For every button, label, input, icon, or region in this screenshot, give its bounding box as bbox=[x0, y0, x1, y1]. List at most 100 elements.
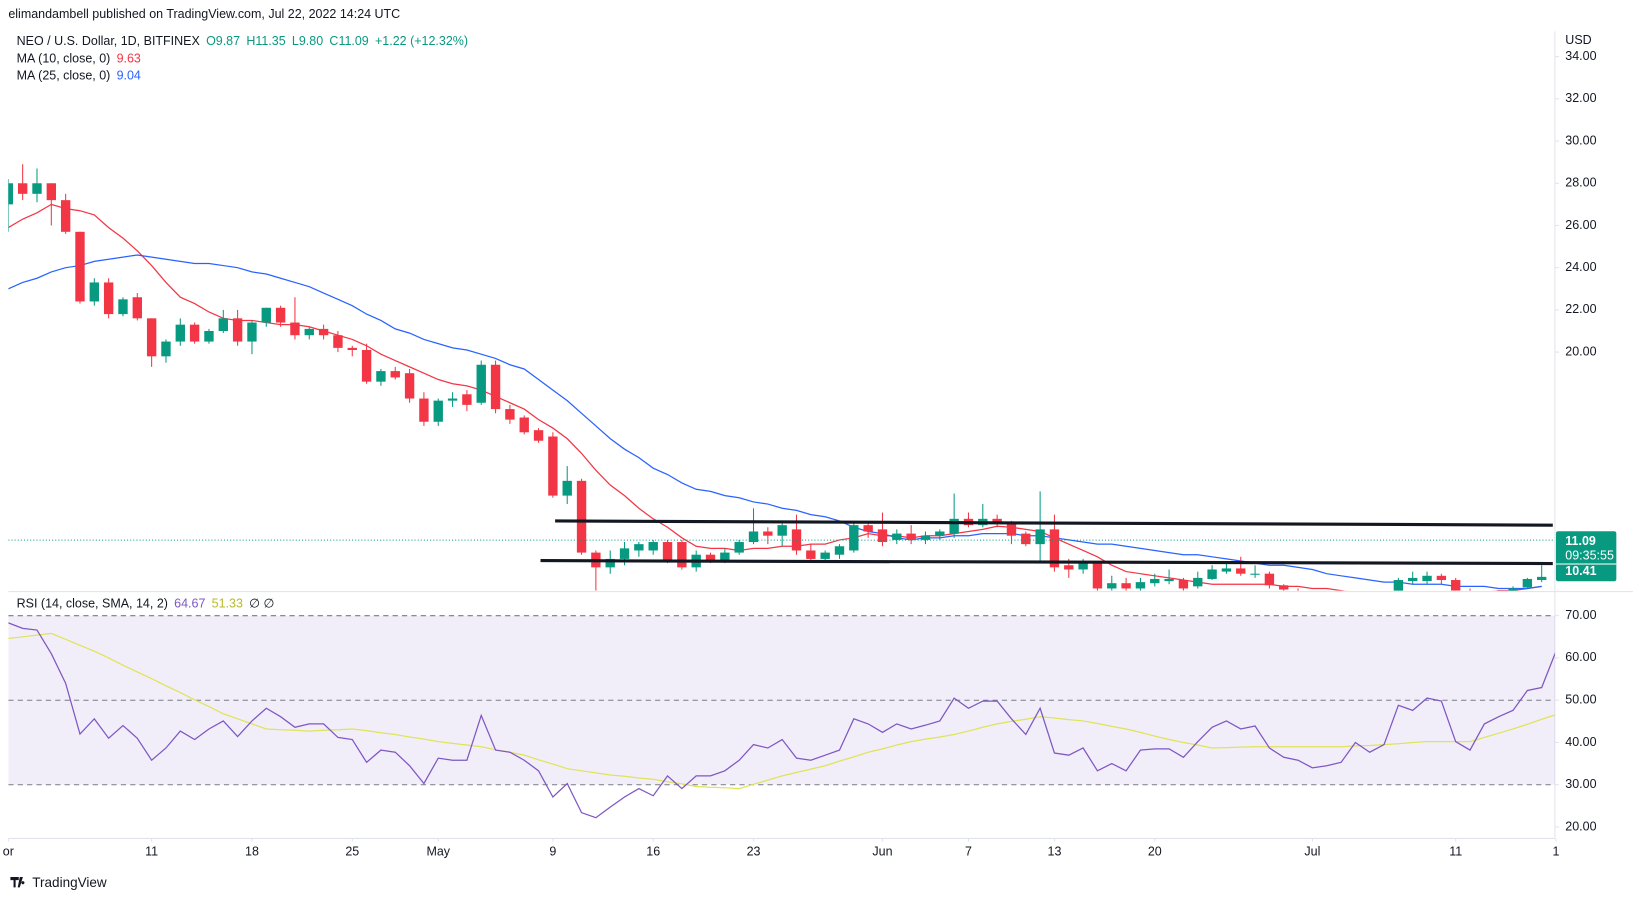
candle-body bbox=[1522, 578, 1533, 588]
candle-body bbox=[519, 417, 529, 433]
rsi-tick-label: 60.00 bbox=[1565, 650, 1596, 664]
candle-body bbox=[89, 282, 100, 302]
rsi-pane bbox=[8, 615, 1555, 819]
candle-body bbox=[576, 480, 587, 553]
candle-body bbox=[32, 183, 42, 194]
candle-body bbox=[935, 531, 945, 536]
second-price-label: 10.41 bbox=[1565, 564, 1596, 578]
rsi-tick-label: 30.00 bbox=[1565, 777, 1596, 791]
candle-body bbox=[1264, 573, 1275, 586]
candle-body bbox=[161, 341, 171, 357]
candle-body bbox=[290, 322, 300, 336]
candle-body bbox=[820, 552, 830, 559]
currency-label: USD bbox=[1565, 33, 1591, 47]
x-tick-label: Jun bbox=[872, 844, 892, 858]
candle-body bbox=[247, 322, 257, 342]
candle-body bbox=[46, 183, 57, 201]
x-tick-label: 1 bbox=[1553, 844, 1560, 858]
candle-body bbox=[1236, 568, 1246, 574]
y-tick-label: 22.00 bbox=[1565, 302, 1596, 316]
candle-body bbox=[1035, 529, 1045, 545]
candle-body bbox=[834, 546, 845, 555]
candle-body bbox=[8, 183, 14, 205]
candle-body bbox=[17, 183, 28, 194]
x-tick-label: 18 bbox=[245, 844, 259, 858]
rsi-line bbox=[8, 622, 1555, 819]
candle-body bbox=[906, 533, 916, 540]
candle-body bbox=[920, 535, 931, 540]
candle-body bbox=[390, 371, 400, 378]
ma-legend-name: MA (25, close, 0) bbox=[17, 68, 111, 82]
candle-body bbox=[1178, 580, 1189, 589]
candle-body bbox=[1121, 583, 1131, 589]
ohlc-value: L9.80 bbox=[292, 34, 323, 48]
candle-body bbox=[777, 525, 787, 536]
candle-body bbox=[404, 373, 415, 399]
candle-body bbox=[132, 297, 142, 319]
candle-body bbox=[1508, 588, 1518, 591]
x-tick-label: 23 bbox=[747, 844, 761, 858]
y-tick-label: 30.00 bbox=[1565, 133, 1596, 147]
x-tick-label: 13 bbox=[1048, 844, 1062, 858]
candle-body bbox=[1465, 590, 1475, 591]
last-price-label: 11.09 bbox=[1565, 534, 1596, 548]
candle-body bbox=[419, 398, 429, 422]
ohlc-value: C11.09 bbox=[329, 34, 368, 48]
candle-body bbox=[175, 324, 185, 342]
candle-body bbox=[533, 430, 544, 441]
rsi-tick-label: 50.00 bbox=[1565, 693, 1596, 707]
x-tick-label: 7 bbox=[965, 844, 972, 858]
rsi-legend-value: 64.67 bbox=[174, 596, 205, 610]
rsi-legend-value: 51.33 bbox=[212, 596, 243, 610]
candle-body bbox=[1207, 569, 1217, 579]
rsi-tick-label: 70.00 bbox=[1565, 608, 1596, 622]
candle-body bbox=[1250, 573, 1260, 575]
candle-body bbox=[1422, 575, 1432, 582]
candle-body bbox=[662, 542, 673, 562]
candle-body bbox=[763, 531, 773, 536]
ohlc-value: O9.87 bbox=[206, 34, 240, 48]
candle-body bbox=[347, 347, 357, 350]
trendline bbox=[555, 519, 1553, 527]
candle-body bbox=[1393, 580, 1404, 591]
candle-body bbox=[720, 552, 730, 562]
rsi-legend-name: RSI (14, close, SMA, 14, 2) bbox=[17, 596, 168, 610]
published-note: elimandambell published on TradingView.c… bbox=[8, 7, 400, 21]
y-tick-label: 26.00 bbox=[1565, 218, 1596, 232]
candle-body bbox=[304, 328, 314, 336]
x-tick-label: 25 bbox=[345, 844, 359, 858]
rsi-sma-line bbox=[8, 632, 1555, 790]
candle-body bbox=[189, 324, 200, 342]
candle-body bbox=[218, 318, 228, 331]
candle-body bbox=[261, 307, 271, 323]
candle-body bbox=[433, 400, 443, 422]
candle-body bbox=[1021, 533, 1031, 545]
ma-legend-value: 9.04 bbox=[117, 68, 141, 82]
candle-body bbox=[992, 518, 1002, 524]
y-tick-label: 32.00 bbox=[1565, 91, 1596, 105]
trendline bbox=[540, 559, 1553, 566]
rsi-tick-label: 20.00 bbox=[1565, 819, 1596, 833]
candle-body bbox=[75, 231, 85, 302]
ma-legend-name: MA (10, close, 0) bbox=[17, 52, 111, 66]
candle-body bbox=[605, 558, 615, 568]
x-tick-label: 16 bbox=[646, 844, 660, 858]
candle-body bbox=[476, 364, 486, 403]
candle-body bbox=[1164, 578, 1174, 582]
candle-body bbox=[1078, 563, 1088, 570]
moving-average bbox=[8, 254, 1542, 590]
ohlc-value: +1.22 (+12.32%) bbox=[375, 34, 468, 48]
candle-body bbox=[619, 548, 630, 559]
candle-body bbox=[361, 349, 372, 382]
candle-body bbox=[877, 529, 888, 543]
x-tick-label: or bbox=[3, 844, 14, 858]
rsi-tick-label: 40.00 bbox=[1565, 735, 1596, 749]
y-tick-label: 34.00 bbox=[1565, 49, 1596, 63]
candle-body bbox=[505, 409, 515, 420]
candle-body bbox=[146, 318, 157, 357]
candle-body bbox=[1092, 563, 1103, 589]
footer-logo bbox=[10, 876, 25, 888]
candle-body bbox=[1293, 590, 1303, 591]
